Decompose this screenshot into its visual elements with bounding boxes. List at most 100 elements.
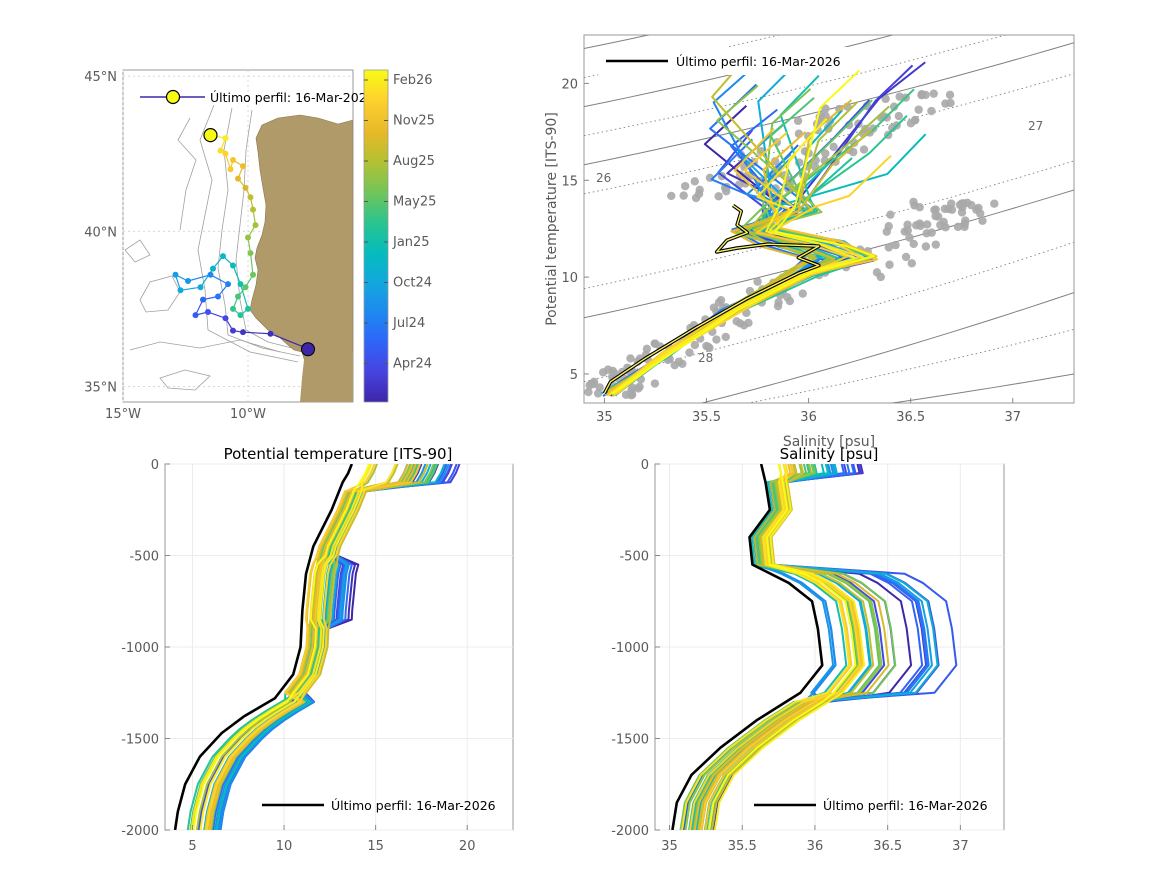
ts-ylabel: Potential temperature [ITS-90] [544,112,560,326]
historical-point [593,389,603,398]
historical-point [909,239,918,249]
first-profile-marker [301,342,315,357]
historical-point [872,268,882,277]
historical-point [626,354,635,363]
profile-line [192,464,371,830]
historical-point [690,177,699,186]
density-contour-dotted [584,73,1074,195]
profile-line [713,464,866,830]
historical-point [939,217,948,227]
x-tick-label: 5 [188,839,196,854]
density-contour-dotted [746,328,1074,403]
track-point [247,250,254,257]
ts-y-tick: 15 [561,174,578,189]
temperature-panel: 5 10 15 20 0 -500 -1000 -1500 -2000 Potential te… [121,445,514,854]
y-tick-label: -2000 [611,824,649,839]
historical-point [885,260,894,269]
track-point [230,305,236,312]
track-point [252,222,259,229]
sal-title: Salinity [psu] [780,445,879,463]
historical-point [934,212,943,221]
map-lon-tick: 15°W [105,407,141,422]
historical-point [703,342,713,352]
track-point [245,234,251,241]
historical-point [953,222,963,232]
historical-point [990,199,999,208]
historical-point [574,388,582,396]
historical-point [929,89,938,98]
y-tick-label: -2000 [121,824,159,839]
ts-profile [611,118,857,395]
track-point [200,296,206,303]
track-point [220,253,226,260]
track-point [240,329,246,336]
ts-x-tick: 35.5 [692,410,721,425]
bathymetry-line [217,107,301,357]
historical-point [889,102,899,111]
y-tick-label: -1500 [121,733,159,748]
ts-x-tick: 37 [1004,410,1021,425]
map-lon-tick: 10°W [230,407,266,422]
track-point [222,315,229,322]
profile-line [190,464,397,830]
sal-gridlines [655,463,1004,831]
historical-point [635,382,644,391]
bathymetry-line [197,104,299,363]
temp-last-profile [173,464,354,830]
y-tick-label: 0 [151,458,159,473]
track-point [172,271,179,278]
ts-x-tick: 35 [596,410,613,425]
x-tick-label: 35 [661,839,678,854]
ts-last-profile-inner [603,204,820,394]
historical-point [915,219,924,228]
profile-line [681,464,851,830]
x-tick-label: 37 [952,839,969,854]
historical-point [946,98,955,108]
historical-point [910,115,920,125]
historical-point [744,318,753,328]
historical-point [910,201,919,210]
ts-profile [611,69,876,396]
track-segment [249,252,254,275]
profile-line [708,464,857,830]
density-label-28: 28 [698,351,713,365]
track-point [237,312,244,319]
profile-line [205,464,371,830]
temp-tick-labels: 5 10 15 20 0 -500 -1000 -1500 -2000 [121,458,475,854]
map-legend-marker [165,89,181,105]
map-legend-label: Último perfil: 16-Mar-2026 [210,90,375,105]
density-contour-dotted [584,241,1074,383]
historical-point [667,191,676,201]
historical-point [894,111,904,121]
sal-profiles [679,464,958,830]
africa-landmass [300,348,353,402]
track-point [217,147,224,154]
temp-profiles [186,464,461,830]
float-track [172,128,315,357]
ts-x-tick: 36.5 [896,410,925,425]
density-label-27: 27 [1028,119,1043,133]
historical-point [882,227,891,236]
historical-point [774,298,783,307]
x-tick-label: 10 [276,839,293,854]
ts-xlabel: Salinity [psu] [783,434,875,450]
historical-point [587,379,596,389]
track-point [247,194,254,201]
salinity-panel: 35 35.5 36 36.5 37 0 -500 -1000 -1500 -2000 Salin… [611,445,1005,854]
historical-point [709,303,719,312]
density-contour-solid [700,292,1074,403]
track-point [225,281,231,288]
historical-point [927,106,936,116]
bathymetry-line [129,339,281,353]
ts-tick-labels: 35 35.5 36 36.5 37 5 10 15 20 [561,77,1021,425]
x-tick-label: 20 [459,839,476,854]
track-segment [187,274,211,282]
colorbar-tick-label: Oct24 [393,276,432,291]
historical-point [681,181,690,191]
ts-profile [609,131,849,395]
track-segment [210,274,229,285]
density-label-26: 26 [596,171,611,185]
historical-point [972,205,981,214]
track-point [207,271,214,278]
colorbar-tick-label: Jan25 [392,235,430,250]
